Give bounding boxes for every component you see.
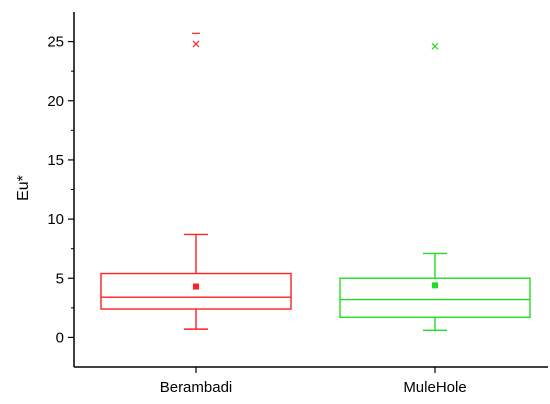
outlier-marker-berambadi xyxy=(192,40,200,48)
y-axis-label: Eu* xyxy=(15,175,32,201)
x-tick-label-mulehole: MuleHole xyxy=(403,379,466,396)
x-tick-label-berambadi: Berambadi xyxy=(160,379,233,396)
y-tick-label-25: 25 xyxy=(47,34,64,51)
y-tick-label-20: 20 xyxy=(47,93,64,110)
y-tick-label-5: 5 xyxy=(56,270,64,287)
mean-marker-mulehole xyxy=(432,282,438,289)
mean-marker-berambadi xyxy=(193,283,199,290)
box-mulehole xyxy=(339,42,531,332)
axes: 0 5 10 15 20 25 Berambadi MuleHole xyxy=(47,12,548,396)
boxes xyxy=(100,32,531,332)
y-tick-label-0: 0 xyxy=(56,329,64,346)
y-tick-label-10: 10 xyxy=(47,211,64,228)
y-tick-label-15: 15 xyxy=(47,152,64,169)
box-berambadi xyxy=(100,32,292,330)
iqr-box-berambadi xyxy=(100,272,292,310)
iqr-box-mulehole xyxy=(339,277,531,318)
outlier-marker-mulehole xyxy=(431,42,439,50)
